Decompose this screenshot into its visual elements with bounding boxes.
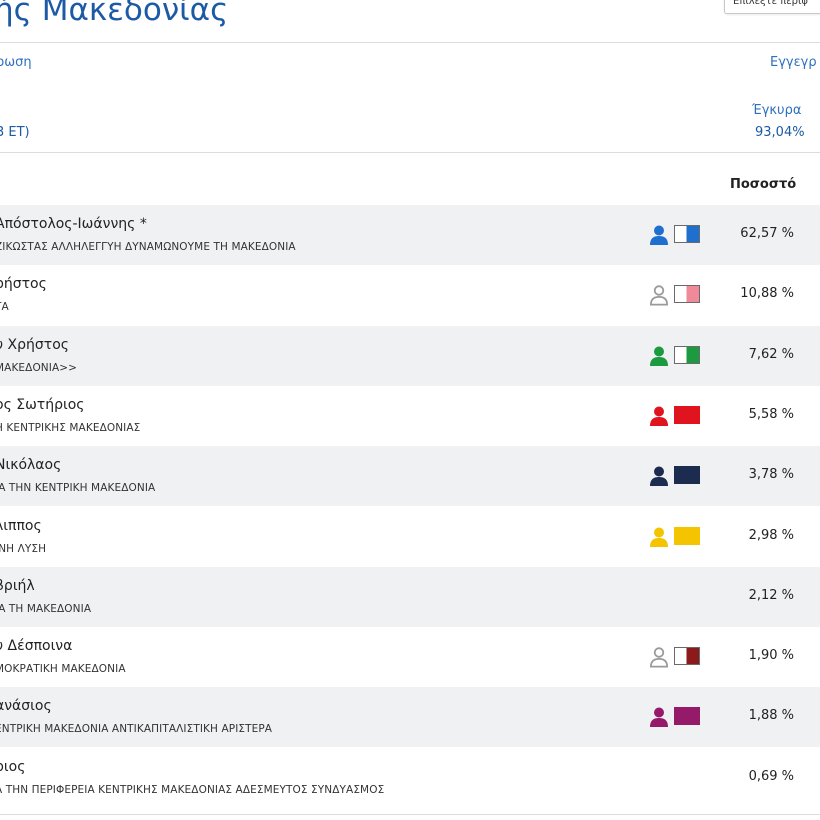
candidate-name: υ Χρήστος — [0, 336, 69, 353]
party-color-swatch — [674, 647, 700, 666]
candidate-name: ανάσιος — [0, 698, 52, 715]
party-name: Η ΚΕΝΤΡΙΚΗΣ ΜΑΚΕΔΟΝΙΑΣ — [0, 421, 141, 434]
candidate-row[interactable]: υ Χρήστος ΜΑΚΕΔΟΝΙΑ>> 7,62 % — [0, 325, 820, 386]
party-name: ΙΑ ΤΗ ΜΑΚΕΔΟΝΙΑ — [0, 602, 92, 615]
candidate-name: Απόστολος-Ιωάννης * — [0, 216, 147, 232]
summary-left-link[interactable]: ρωση — [0, 55, 32, 70]
person-outline-icon — [649, 284, 669, 306]
candidate-name: ριος — [0, 758, 26, 775]
candidate-name: ρήστος — [0, 276, 47, 293]
person-icon — [649, 224, 669, 246]
top-divider — [0, 42, 820, 43]
valid-votes-label: Έγκυρα — [752, 103, 802, 118]
party-name: ΜΟΚΡΑΤΙΚΗ ΜΑΚΕΔΟΝΙΑ — [0, 663, 126, 676]
vote-percentage: 62,57 % — [740, 226, 794, 241]
party-color-swatch — [674, 707, 700, 726]
person-icon — [649, 405, 669, 427]
vote-percentage: 1,88 % — [748, 708, 794, 724]
party-name: ΤΑ — [0, 301, 9, 314]
party-color-swatch — [674, 466, 700, 485]
vote-percentage: 2,98 % — [748, 527, 794, 543]
valid-votes-value: 93,04% — [755, 125, 805, 140]
page-title: ής Μακεδονίας — [0, 0, 229, 28]
party-color-swatch — [674, 345, 700, 364]
candidate-row[interactable]: ος Σωτήριος Η ΚΕΝΤΡΙΚΗΣ ΜΑΚΕΔΟΝΙΑΣ 5,58 % — [0, 386, 820, 446]
vote-percentage: 0,69 % — [748, 768, 794, 784]
vote-percentage: 2,12 % — [748, 587, 794, 603]
pct-column-header: Ποσοστό — [730, 177, 797, 192]
party-color-swatch — [674, 285, 700, 304]
candidate-row[interactable]: βριήλ ΙΑ ΤΗ ΜΑΚΕΔΟΝΙΑ 2,12 % — [0, 566, 820, 627]
vote-percentage: 5,58 % — [748, 406, 794, 422]
region-select[interactable]: Επιλέξτε περιφ — [724, 0, 820, 14]
party-color-swatch — [674, 405, 700, 424]
summary-left-note: 3 ΕΤ) — [0, 125, 30, 140]
vote-percentage: 7,62 % — [748, 346, 794, 362]
party-name: ΙΝΗ ΛΥΣΗ — [0, 542, 47, 555]
person-icon — [649, 345, 669, 367]
candidate-name: υ Δέσποινα — [0, 638, 73, 655]
party-name: Α ΤΗΝ ΠΕΡΙΦΕΡΕΙΑ ΚΕΝΤΡΙΚΗΣ ΜΑΚΕΔΟΝΙΑΣ ΑΔ… — [0, 783, 385, 796]
person-outline-icon — [649, 646, 669, 668]
vote-percentage: 3,78 % — [748, 467, 794, 483]
person-icon — [649, 526, 669, 548]
candidate-name: Νικόλαος — [0, 457, 62, 474]
vote-percentage: 10,88 % — [740, 286, 794, 302]
person-icon — [649, 706, 669, 728]
party-color-swatch — [674, 526, 700, 545]
candidate-name: λιππος — [0, 517, 42, 534]
candidate-row[interactable]: Απόστολος-Ιωάννης * ΖΙΚΩΣΤΑΣ ΑΛΛΗΛΕΓΓΥΗ Δ… — [0, 205, 820, 265]
candidate-row[interactable]: ριος Α ΤΗΝ ΠΕΡΙΦΕΡΕΙΑ ΚΕΝΤΡΙΚΗΣ ΜΑΚΕΔΟΝΙΑ… — [0, 748, 820, 808]
party-name: ΕΝΤΡΙΚΗ ΜΑΚΕΔΟΝΙΑ ΑΝΤΙΚΑΠΙΤΑΛΙΣΤΙΚΗ ΑΡΙΣ… — [0, 723, 273, 736]
candidate-row[interactable]: ρήστος ΤΑ 10,88 % — [0, 265, 820, 325]
summary-right-link[interactable]: Εγγεγρ — [770, 55, 817, 70]
party-color-swatch — [674, 225, 700, 243]
bottom-divider — [0, 814, 820, 815]
person-icon — [649, 465, 669, 487]
candidate-row[interactable]: υ Δέσποινα ΜΟΚΡΑΤΙΚΗ ΜΑΚΕΔΟΝΙΑ 1,90 % — [0, 627, 820, 687]
vote-percentage: 1,90 % — [748, 648, 794, 664]
candidate-row[interactable]: Νικόλαος ΙΑ ΤΗΝ ΚΕΝΤΡΙΚΗ ΜΑΚΕΔΟΝΙΑ 3,78 % — [0, 446, 820, 507]
candidate-name: βριήλ — [0, 577, 35, 594]
candidate-name: ος Σωτήριος — [0, 396, 85, 413]
party-name: ΖΙΚΩΣΤΑΣ ΑΛΛΗΛΕΓΓΥΗ ΔΥΝΑΜΩΝΟΥΜΕ ΤΗ ΜΑΚΕΔ… — [0, 241, 296, 253]
candidate-row[interactable]: λιππος ΙΝΗ ΛΥΣΗ 2,98 % — [0, 507, 820, 567]
candidate-row[interactable]: ανάσιος ΕΝΤΡΙΚΗ ΜΑΚΕΔΟΝΙΑ ΑΝΤΙΚΑΠΙΤΑΛΙΣΤΙ… — [0, 687, 820, 748]
summary-divider — [0, 152, 820, 153]
party-name: ΜΑΚΕΔΟΝΙΑ>> — [0, 361, 78, 374]
party-name: ΙΑ ΤΗΝ ΚΕΝΤΡΙΚΗ ΜΑΚΕΔΟΝΙΑ — [0, 482, 156, 495]
